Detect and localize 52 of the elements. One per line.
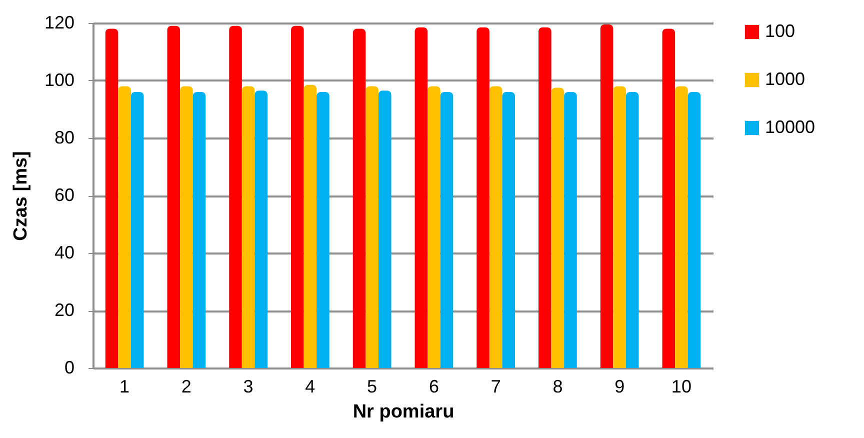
bar bbox=[688, 92, 701, 368]
bar bbox=[440, 92, 454, 368]
bar bbox=[600, 24, 614, 368]
y-tick-label: 40 bbox=[54, 242, 74, 262]
x-tick-label: 4 bbox=[305, 376, 316, 396]
bar bbox=[538, 27, 552, 368]
x-tick-label: 1 bbox=[120, 376, 130, 396]
y-tick-label: 20 bbox=[54, 300, 74, 320]
x-tick-label: 9 bbox=[614, 376, 625, 396]
bar bbox=[352, 28, 366, 368]
bar bbox=[192, 92, 206, 368]
x-tick-label: 2 bbox=[181, 376, 192, 396]
bar bbox=[180, 86, 193, 368]
x-tick-label: 8 bbox=[552, 376, 563, 396]
bar bbox=[118, 86, 131, 368]
legend-label: 1000 bbox=[765, 69, 806, 89]
bar bbox=[564, 92, 577, 368]
y-tick-label: 0 bbox=[64, 358, 74, 378]
y-tick-label: 80 bbox=[54, 128, 74, 148]
bar bbox=[489, 86, 502, 368]
bar bbox=[476, 27, 490, 368]
bar bbox=[613, 86, 626, 368]
legend-label: 100 bbox=[765, 21, 796, 41]
bar bbox=[428, 86, 440, 368]
bar bbox=[662, 28, 676, 368]
legend-label: 10000 bbox=[765, 117, 816, 137]
bar bbox=[105, 28, 118, 368]
bar bbox=[502, 92, 515, 368]
y-tick-label: 60 bbox=[54, 185, 74, 205]
x-tick-label: 7 bbox=[490, 376, 501, 396]
x-tick-label: 3 bbox=[243, 376, 254, 396]
x-tick-label: 6 bbox=[428, 376, 439, 396]
y-tick-label: 100 bbox=[44, 70, 74, 90]
bar bbox=[366, 86, 378, 368]
x-tick-label: 10 bbox=[671, 376, 692, 396]
y-tick-label: 120 bbox=[44, 12, 74, 32]
bar bbox=[304, 84, 317, 368]
x-axis-title: Nr pomiaru bbox=[352, 402, 454, 422]
bar bbox=[130, 92, 144, 368]
y-axis-title: Czas [ms] bbox=[10, 151, 32, 241]
bar bbox=[291, 26, 304, 368]
bar bbox=[626, 92, 639, 368]
bar bbox=[167, 26, 180, 368]
bar bbox=[254, 90, 268, 368]
bar bbox=[229, 26, 242, 368]
bar bbox=[378, 90, 392, 368]
x-tick-label: 5 bbox=[367, 376, 378, 396]
bar bbox=[414, 27, 428, 368]
bar bbox=[242, 86, 255, 368]
bar bbox=[675, 86, 688, 368]
bar bbox=[316, 92, 330, 368]
bar bbox=[551, 88, 564, 368]
